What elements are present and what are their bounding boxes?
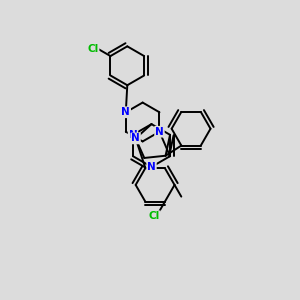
Text: N: N [155, 127, 164, 137]
Text: N: N [122, 107, 130, 117]
Text: Cl: Cl [149, 211, 160, 221]
Text: N: N [131, 134, 140, 143]
Text: Cl: Cl [87, 44, 99, 54]
Text: N: N [147, 162, 156, 172]
Text: N: N [129, 130, 137, 140]
